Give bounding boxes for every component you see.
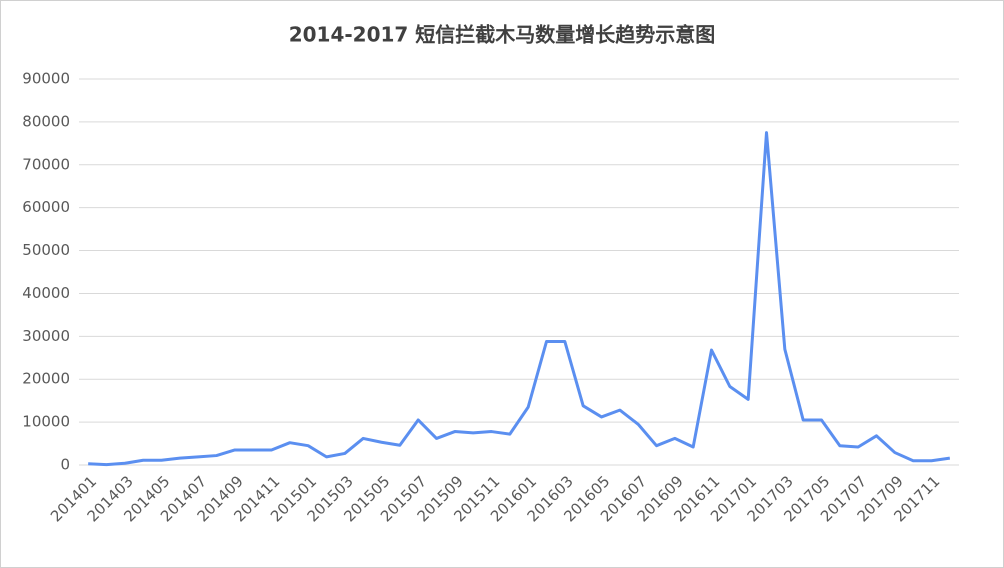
y-tick-label: 60000 <box>22 198 70 216</box>
y-tick-label: 50000 <box>22 241 70 259</box>
y-tick-label: 90000 <box>22 70 70 88</box>
chart-title: 2014-2017 短信拦截木马数量增长趋势示意图 <box>289 23 716 47</box>
y-tick-label: 40000 <box>22 284 70 302</box>
y-tick-label: 20000 <box>22 370 70 388</box>
y-tick-label: 70000 <box>22 155 70 173</box>
y-tick-label: 80000 <box>22 112 70 130</box>
y-tick-label: 10000 <box>22 413 70 431</box>
line <box>88 131 951 467</box>
y-tick-label: 30000 <box>22 327 70 345</box>
y-tick-label: 0 <box>60 456 70 474</box>
